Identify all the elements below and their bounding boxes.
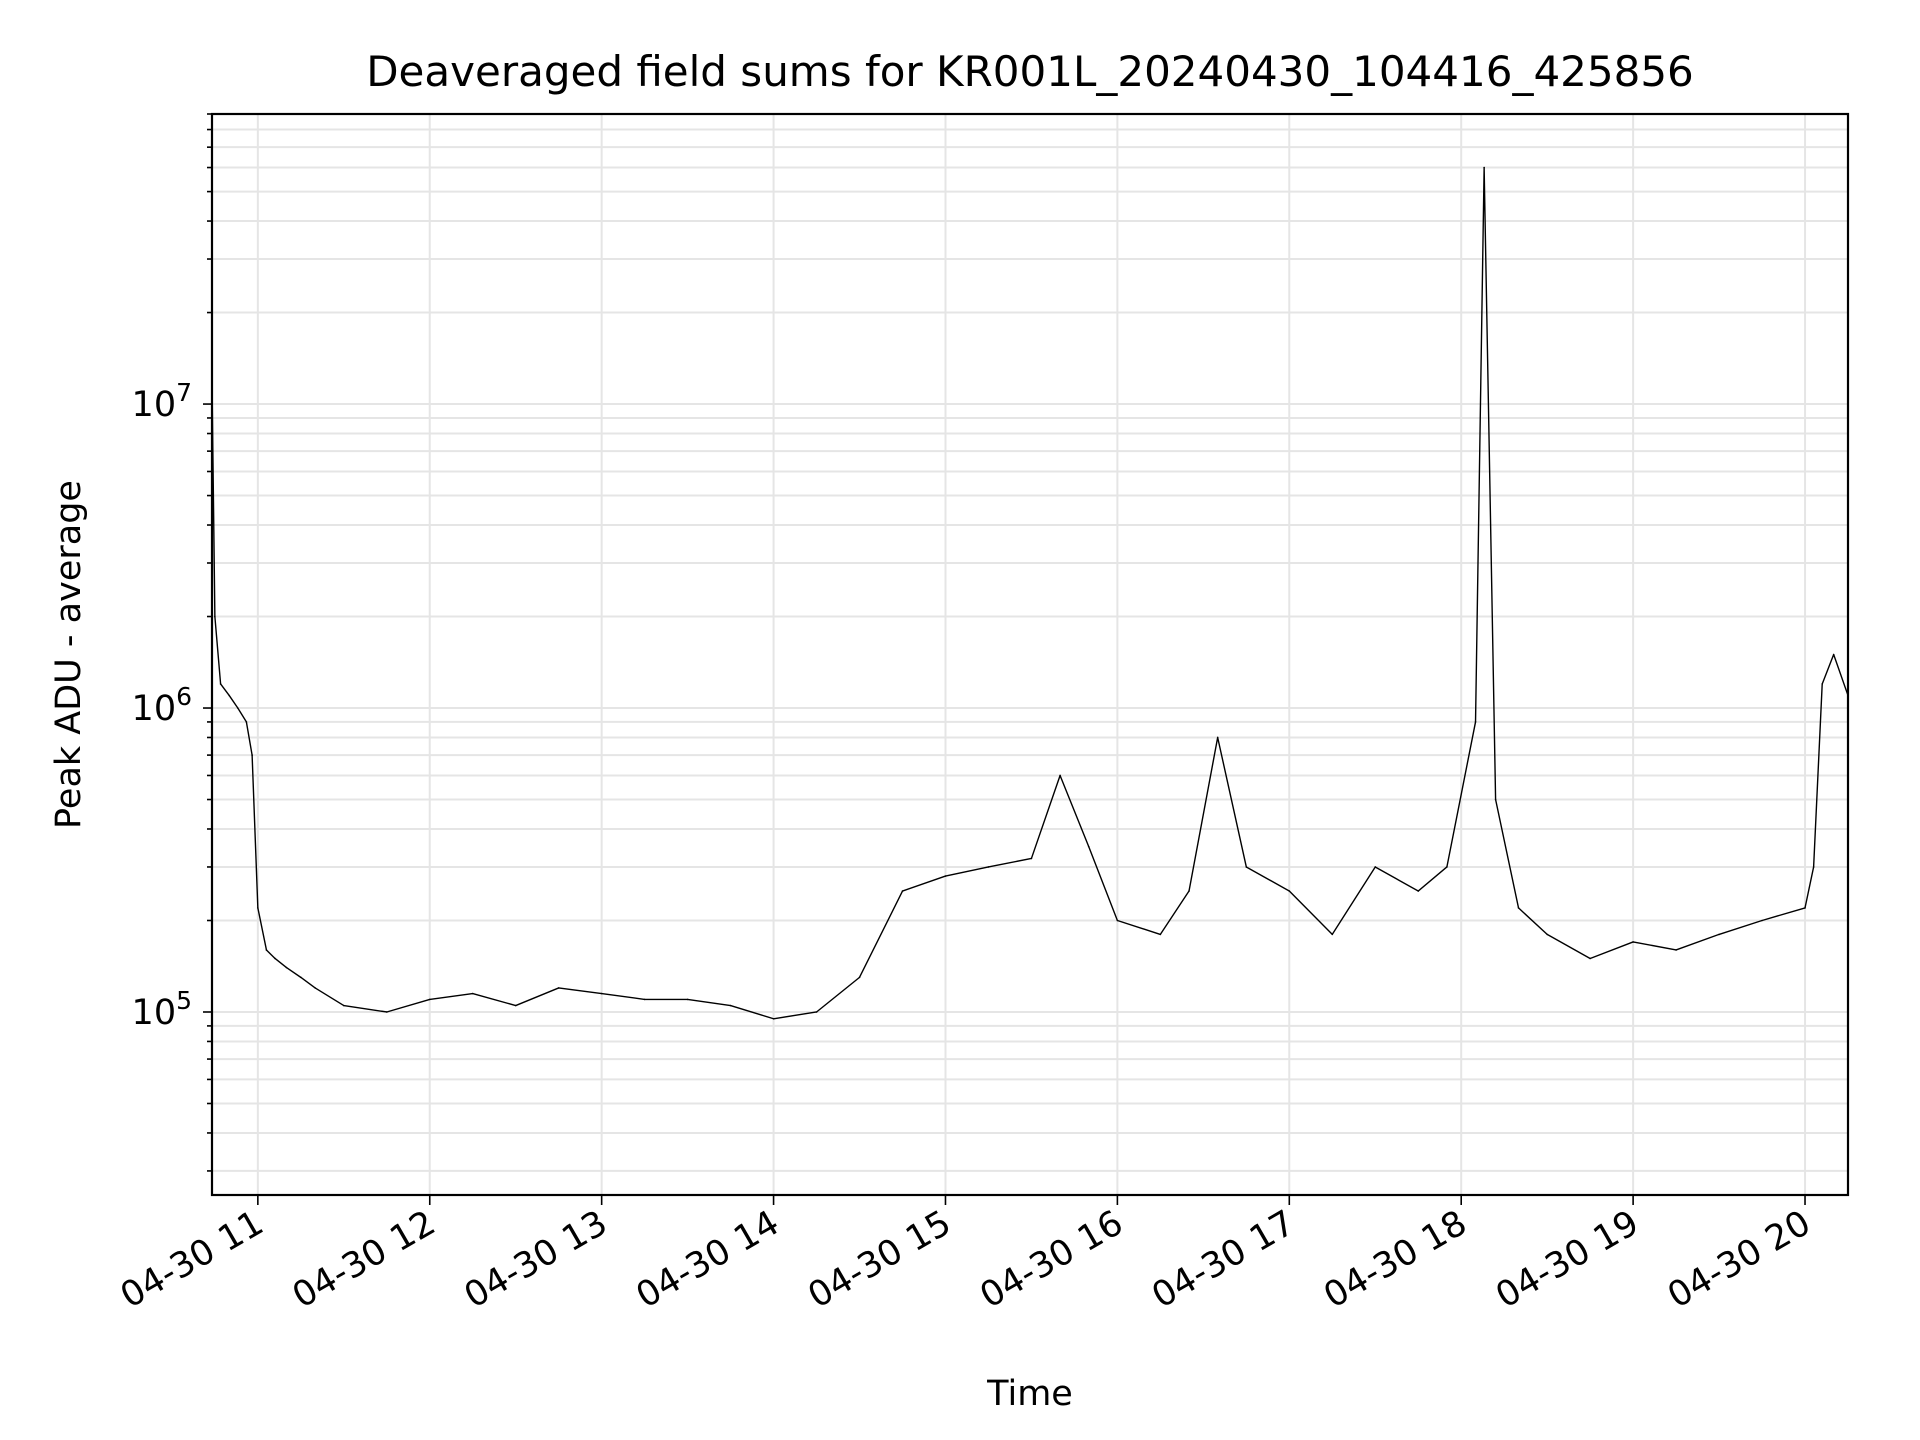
data-point xyxy=(385,1011,388,1013)
data-point xyxy=(471,992,474,995)
data-point xyxy=(265,949,268,951)
data-point xyxy=(1474,721,1477,723)
data-point xyxy=(1494,798,1497,801)
chart-title: Deaveraged field sums for KR001L_2024043… xyxy=(366,47,1694,96)
data-point xyxy=(1417,890,1420,892)
data-point xyxy=(245,721,248,723)
data-point xyxy=(1632,941,1634,943)
data-point xyxy=(1087,845,1090,848)
x-tick-label: 04-30 12 xyxy=(286,1203,442,1316)
data-point xyxy=(686,998,689,1001)
data-point xyxy=(1188,890,1190,892)
data-point xyxy=(1116,919,1119,922)
data-point xyxy=(1821,683,1824,685)
x-tick-label: 04-30 14 xyxy=(630,1203,786,1316)
data-point xyxy=(300,976,302,979)
data-point xyxy=(1331,933,1334,936)
data-point xyxy=(1832,653,1835,656)
data-point xyxy=(428,998,431,1001)
data-point xyxy=(274,957,276,960)
data-point xyxy=(1446,866,1448,868)
data-point xyxy=(285,966,288,969)
data-point xyxy=(1812,866,1815,868)
data-point xyxy=(1718,933,1720,936)
x-tick-label: 04-30 16 xyxy=(974,1203,1130,1316)
data-point xyxy=(1159,933,1162,936)
data-point xyxy=(987,866,990,868)
data-point xyxy=(944,875,947,877)
data-point xyxy=(1288,890,1291,892)
data-point xyxy=(901,890,904,892)
grid xyxy=(212,113,1848,1195)
x-tick-label: 04-30 13 xyxy=(458,1203,614,1316)
data-point xyxy=(643,998,646,1001)
data-point xyxy=(1483,166,1485,169)
x-tick-label: 04-30 15 xyxy=(802,1203,958,1316)
x-tick-label: 04-30 20 xyxy=(1661,1203,1817,1316)
y-tick-label: 107 xyxy=(132,378,192,425)
data-point xyxy=(1804,907,1806,909)
data-point xyxy=(1546,933,1548,936)
data-line-series xyxy=(211,166,1849,1020)
data-point xyxy=(1374,866,1377,868)
series-line xyxy=(211,166,1849,1020)
y-axis-label: Peak ADU - average xyxy=(49,480,89,829)
data-point xyxy=(314,987,316,989)
data-point xyxy=(342,1004,345,1007)
data-point xyxy=(729,1004,732,1007)
plot-frame xyxy=(210,112,1850,1197)
x-axis: 04-30 11 04-30 12 04-30 13 04-30 14 04-30 15… xyxy=(114,1195,1818,1316)
x-tick-label: 04-30 17 xyxy=(1146,1203,1302,1316)
data-point xyxy=(1245,866,1248,868)
data-point xyxy=(1517,907,1520,909)
x-tick-label: 04-30 18 xyxy=(1317,1203,1473,1316)
data-point xyxy=(858,976,861,979)
data-point xyxy=(257,907,259,909)
data-point xyxy=(214,615,216,618)
data-point xyxy=(772,1017,775,1020)
data-point xyxy=(815,1011,818,1013)
data-point xyxy=(1059,774,1061,777)
data-point xyxy=(228,694,230,697)
data-point xyxy=(1216,736,1219,739)
data-point xyxy=(600,992,603,995)
data-point xyxy=(251,754,253,756)
x-axis-label: Time xyxy=(986,1374,1073,1414)
y-tick-label: 106 xyxy=(132,682,192,729)
data-point xyxy=(219,683,222,685)
data-point xyxy=(514,1004,517,1007)
x-tick-label: 04-30 11 xyxy=(114,1203,270,1316)
data-point xyxy=(1030,857,1033,860)
y-axis: 105 106 107 xyxy=(132,113,212,1172)
y-tick-label: 105 xyxy=(132,986,192,1033)
x-tick-label: 04-30 19 xyxy=(1489,1203,1645,1316)
data-point xyxy=(236,707,239,709)
data-point xyxy=(1761,919,1763,922)
data-point xyxy=(1589,957,1591,960)
data-point xyxy=(1675,949,1677,951)
data-point xyxy=(557,987,560,989)
